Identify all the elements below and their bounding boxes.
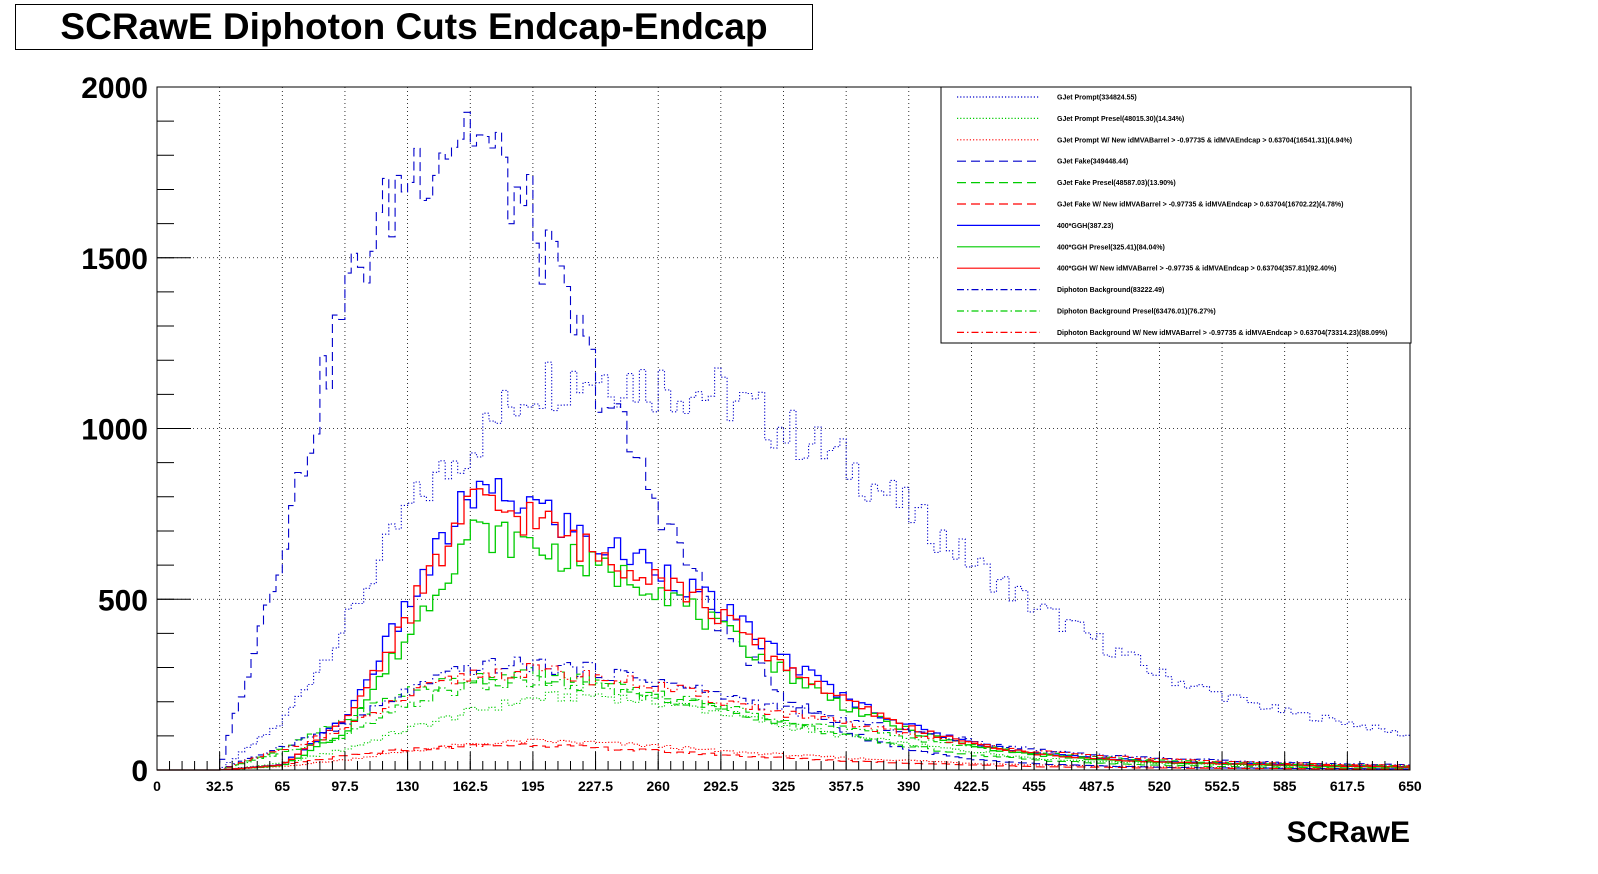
- x-tick-label: 585: [1273, 778, 1297, 794]
- x-tick-label: 325: [772, 778, 796, 794]
- legend-entry: Diphoton Background(83222.49): [1057, 287, 1164, 294]
- x-tick-label: 227.5: [578, 778, 613, 794]
- x-tick-label: 32.5: [206, 778, 233, 794]
- chart-title-box: SCRawE Diphoton Cuts Endcap-Endcap: [15, 4, 813, 50]
- x-tick-label: 487.5: [1079, 778, 1114, 794]
- y-tick-label: 1000: [81, 414, 148, 447]
- legend-entry: GJet Prompt Presel(48015.30)(14.34%): [1057, 116, 1184, 123]
- x-tick-label: 195: [521, 778, 545, 794]
- axes: 0 32.5 65 97.5 130 162.5 195 227.5 260 292.5 325 35…: [81, 72, 1422, 794]
- x-tick-label: 260: [647, 778, 671, 794]
- legend-entry: 400*GGH W/ New idMVABarrel > -0.97735 & …: [1057, 266, 1336, 273]
- legend-entry: GJet Fake(349448.44): [1057, 159, 1128, 166]
- x-tick-label: 650: [1398, 778, 1422, 794]
- legend-entry: GJet Fake W/ New idMVABarrel > -0.97735 …: [1057, 202, 1343, 209]
- x-tick-label: 455: [1022, 778, 1046, 794]
- x-axis-label: SCRawE: [1287, 816, 1410, 849]
- legend-entry: GJet Prompt(334824.55): [1057, 95, 1137, 102]
- x-tick-label: 162.5: [453, 778, 488, 794]
- chart-title: SCRawE Diphoton Cuts Endcap-Endcap: [60, 6, 768, 47]
- series-line: [157, 361, 1410, 771]
- y-tick-label: 1500: [81, 243, 148, 276]
- y-tick-label: 0: [131, 755, 148, 788]
- legend-entry: Diphoton Background Presel(63476.01)(76.…: [1057, 309, 1216, 316]
- legend-entry: GJet Fake Presel(48587.03)(13.90%): [1057, 180, 1176, 187]
- series-line: [157, 676, 1410, 771]
- x-tick-label: 97.5: [331, 778, 358, 794]
- legend-entry: 400*GGH(387.23): [1057, 223, 1113, 230]
- x-tick-label: 390: [897, 778, 921, 794]
- legend: GJet Prompt(334824.55) GJet Prompt Presel…: [940, 86, 1412, 344]
- x-tick-label: 552.5: [1205, 778, 1240, 794]
- y-tick-label: 500: [98, 584, 148, 617]
- plot-frame: [156, 86, 1411, 771]
- series-line: [157, 663, 1410, 771]
- x-tick-label: 422.5: [954, 778, 989, 794]
- x-tick-label: 65: [275, 778, 291, 794]
- x-tick-label: 520: [1148, 778, 1172, 794]
- legend-entry: 400*GGH Presel(325.41)(84.04%): [1057, 244, 1165, 251]
- series-line: [157, 519, 1410, 771]
- series-line: [157, 743, 1410, 771]
- legend-entry: GJet Prompt W/ New idMVABarrel > -0.9773…: [1057, 137, 1352, 144]
- x-tick-label: 357.5: [829, 778, 864, 794]
- x-tick-label: 0: [153, 778, 161, 794]
- series-line: [157, 488, 1410, 771]
- legend-entry: Diphoton Background W/ New idMVABarrel >…: [1057, 330, 1387, 337]
- x-tick-label: 130: [396, 778, 420, 794]
- series-line: [157, 689, 1410, 771]
- x-tick-label: 617.5: [1330, 778, 1365, 794]
- y-tick-label: 2000: [81, 72, 148, 105]
- x-tick-label: 292.5: [703, 778, 738, 794]
- legend-box: [940, 86, 1412, 344]
